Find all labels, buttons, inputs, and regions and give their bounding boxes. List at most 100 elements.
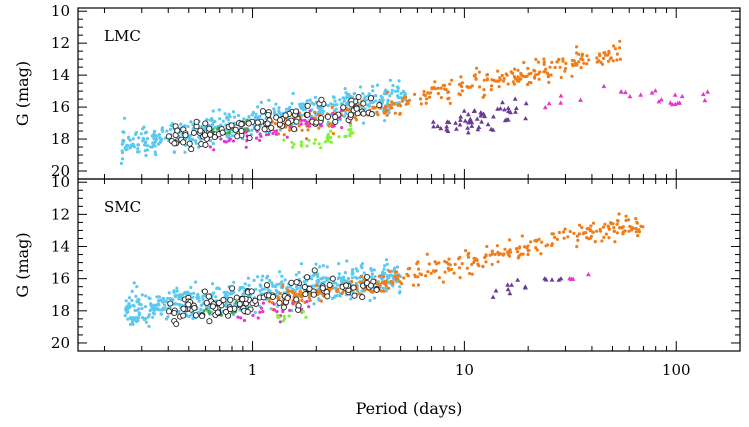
data-point: [239, 316, 243, 320]
data-point: [501, 253, 505, 257]
data-point: [618, 226, 622, 230]
data-point: [485, 121, 491, 127]
data-point: [137, 302, 141, 306]
data-point: [201, 288, 208, 295]
data-point: [553, 65, 557, 70]
data-point: [340, 104, 347, 111]
data-point: [304, 111, 311, 118]
data-point: [542, 57, 546, 61]
data-point: [514, 105, 519, 110]
data-point: [495, 244, 499, 248]
data-point: [281, 309, 285, 314]
data-point: [285, 286, 289, 290]
data-point: [152, 137, 156, 141]
data-point: [561, 57, 565, 61]
data-point: [204, 307, 208, 311]
data-point: [268, 278, 272, 283]
data-point: [186, 124, 190, 129]
data-point: [571, 64, 575, 68]
data-point: [452, 271, 456, 275]
data-point: [312, 302, 316, 306]
data-point: [122, 116, 127, 120]
data-point: [619, 89, 624, 94]
data-point: [490, 249, 495, 253]
data-point: [558, 65, 562, 69]
data-point: [148, 308, 152, 313]
data-point: [391, 276, 395, 280]
data-point: [206, 318, 213, 325]
data-point: [251, 313, 255, 317]
data-point: [616, 219, 620, 223]
data-point: [442, 83, 447, 87]
data-point: [211, 141, 215, 146]
data-point: [436, 86, 440, 90]
data-point: [439, 86, 443, 90]
data-point: [396, 265, 400, 269]
data-point: [143, 149, 147, 153]
data-point: [189, 120, 193, 124]
data-point: [236, 113, 241, 118]
data-point: [482, 88, 486, 92]
data-point: [561, 59, 565, 63]
data-point: [577, 60, 581, 64]
data-point: [575, 45, 579, 49]
data-point: [350, 272, 354, 276]
data-point: [308, 298, 312, 303]
data-point: [564, 66, 568, 71]
data-point: [259, 284, 263, 288]
data-point: [438, 125, 444, 131]
data-point: [250, 128, 254, 132]
data-point: [388, 78, 392, 82]
data-point: [484, 254, 488, 258]
data-point: [316, 275, 320, 279]
data-point: [157, 299, 161, 303]
data-point: [329, 136, 333, 140]
data-point: [286, 290, 291, 294]
data-point: [448, 82, 452, 86]
data-point: [171, 140, 178, 147]
data-point: [457, 122, 463, 127]
data-point: [313, 138, 317, 142]
data-point: [351, 292, 358, 299]
data-point: [147, 324, 151, 328]
data-point: [384, 286, 388, 290]
data-point: [351, 268, 355, 272]
data-point: [252, 278, 256, 282]
data-point: [634, 230, 638, 234]
data-point: [615, 231, 620, 235]
data-point: [171, 309, 178, 317]
data-point: [580, 226, 584, 230]
data-point: [145, 144, 149, 148]
data-point: [128, 316, 133, 320]
data-point: [604, 53, 608, 57]
data-point: [603, 51, 607, 55]
data-point: [358, 280, 362, 284]
data-point: [315, 284, 319, 288]
data-point: [293, 292, 297, 296]
data-point: [505, 105, 511, 110]
data-point: [570, 74, 574, 78]
data-point: [367, 104, 371, 108]
data-point: [549, 73, 553, 77]
data-point: [317, 126, 321, 130]
data-point: [659, 97, 664, 102]
data-point: [581, 232, 585, 236]
data-point: [350, 284, 357, 291]
data-point: [238, 121, 245, 128]
data-point: [155, 295, 159, 299]
data-point: [514, 247, 519, 251]
data-point: [265, 111, 272, 118]
data-point: [355, 93, 362, 101]
data-point: [404, 102, 408, 106]
data-point: [602, 56, 606, 61]
data-point: [166, 315, 170, 319]
data-point: [336, 277, 340, 281]
data-point: [225, 294, 229, 298]
data-point: [292, 108, 300, 115]
data-point: [277, 315, 281, 319]
data-point: [254, 124, 261, 131]
data-point: [153, 150, 157, 154]
lmc-data-points: [119, 39, 710, 165]
data-point: [378, 282, 382, 286]
data-point: [245, 120, 252, 127]
